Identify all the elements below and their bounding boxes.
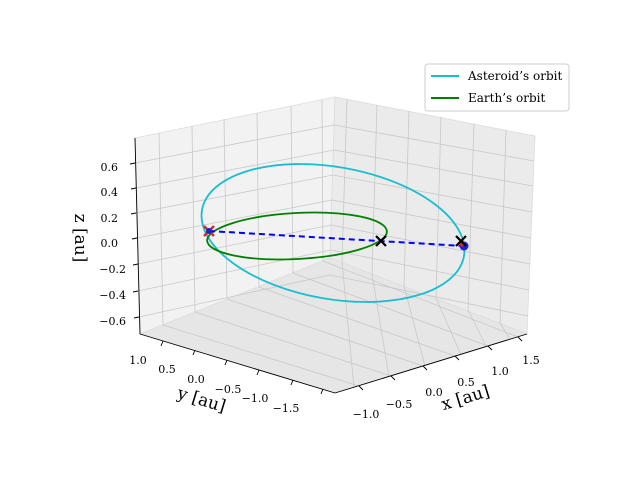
z-tick-mark bbox=[129, 162, 136, 165]
grid-line bbox=[333, 124, 535, 162]
x-tick-label: 0.5 bbox=[457, 376, 475, 389]
x-tick-mark bbox=[422, 365, 428, 371]
grid-line bbox=[331, 199, 532, 239]
y-tick-mark bbox=[224, 359, 228, 366]
grid-line bbox=[371, 273, 390, 378]
z-tick-label: −0.6 bbox=[99, 315, 126, 328]
grid-line bbox=[194, 311, 392, 377]
x-tick-label: −0.5 bbox=[386, 398, 413, 411]
y-tick-mark bbox=[290, 379, 294, 386]
z-tick-label: −0.4 bbox=[99, 289, 126, 302]
x-tick-mark bbox=[517, 336, 523, 342]
z-tick-mark bbox=[133, 316, 140, 319]
z-tick-mark bbox=[130, 212, 137, 215]
z-tick-mark bbox=[132, 263, 139, 266]
grid-line bbox=[333, 149, 534, 187]
axis-lines bbox=[134, 137, 528, 394]
z-tick-label: 0.6 bbox=[101, 161, 119, 174]
blue-dot-marker bbox=[206, 228, 212, 234]
x-axis-line bbox=[334, 333, 528, 394]
grid-line bbox=[158, 132, 164, 326]
grid-line bbox=[322, 260, 519, 338]
grid-line bbox=[403, 285, 426, 367]
grid-line bbox=[321, 99, 324, 262]
dashed-connector-line bbox=[208, 230, 465, 247]
legend-label-earth: Earth’s orbit bbox=[468, 91, 545, 105]
z-tick-mark bbox=[132, 290, 139, 293]
grid-line bbox=[341, 98, 348, 263]
grid-line bbox=[467, 309, 487, 347]
x-tick-label: 0.0 bbox=[425, 386, 443, 399]
z-axis-label: z [au] bbox=[70, 214, 90, 263]
grid-line bbox=[135, 149, 335, 189]
y-tick-label: 0.5 bbox=[158, 363, 176, 376]
x-tick-mark bbox=[487, 345, 493, 351]
y-tick-mark bbox=[256, 369, 260, 376]
grid-line bbox=[330, 249, 530, 291]
grid-line bbox=[341, 261, 355, 389]
grid-line bbox=[226, 298, 424, 367]
y-tick-label: 0.0 bbox=[187, 373, 205, 386]
y-tick-label: 1.0 bbox=[129, 354, 147, 367]
grid-line bbox=[137, 224, 332, 265]
y-tick-label: −0.5 bbox=[215, 383, 242, 396]
y-tick-mark bbox=[320, 388, 324, 395]
z-tick-label: −0.2 bbox=[99, 263, 126, 276]
grid-line bbox=[136, 199, 333, 239]
x-tick-mark bbox=[454, 355, 460, 361]
legend-label-asteroid: Asteroid’s orbit bbox=[467, 69, 562, 83]
x-tick-label: 1.0 bbox=[491, 365, 509, 378]
grid-line bbox=[162, 324, 360, 387]
grid-line bbox=[290, 105, 294, 274]
legend-box bbox=[424, 63, 570, 112]
grid-line bbox=[435, 297, 462, 356]
x-tick-mark bbox=[358, 385, 364, 391]
grid-line bbox=[371, 104, 378, 275]
y-tick-mark bbox=[192, 349, 196, 356]
z-tick-labels: 0.6 0.4 0.2 0.0 −0.2 −0.4 −0.6 bbox=[99, 161, 126, 328]
grid bbox=[134, 98, 535, 389]
earth-orbit-line bbox=[206, 211, 388, 261]
z-tick-mark bbox=[131, 237, 138, 240]
grid-line bbox=[191, 125, 196, 313]
black-x-marker bbox=[455, 235, 467, 247]
y-tick-label: −1.0 bbox=[242, 392, 269, 405]
y-tick-mark bbox=[160, 340, 164, 347]
x-tick-label: −1.0 bbox=[353, 408, 380, 421]
grid-line bbox=[499, 129, 507, 324]
grid-line bbox=[292, 272, 489, 347]
grid-line bbox=[329, 274, 529, 317]
grid-line bbox=[332, 174, 533, 213]
grid-line bbox=[499, 322, 511, 340]
black-x-marker bbox=[375, 235, 387, 247]
legend: Asteroid’s orbit Earth’s orbit bbox=[424, 63, 570, 112]
grid-line bbox=[135, 174, 334, 214]
y-tick-labels: 1.0 0.5 0.0 −0.5 −1.0 −1.5 bbox=[129, 354, 299, 415]
z-axis-line bbox=[134, 137, 141, 335]
tick-marks bbox=[129, 162, 523, 395]
asteroid-orbit-line bbox=[200, 163, 466, 303]
y-axis-line bbox=[139, 333, 336, 394]
x-tick-mark bbox=[390, 375, 396, 381]
grid-line bbox=[223, 118, 228, 300]
grid-line bbox=[403, 110, 410, 287]
x-tick-label: 1.5 bbox=[522, 354, 540, 367]
z-tick-label: 0.0 bbox=[101, 237, 119, 250]
grid-line bbox=[258, 286, 456, 357]
grid-line bbox=[134, 124, 335, 164]
grid-line bbox=[137, 249, 332, 292]
z-tick-label: 0.2 bbox=[101, 212, 119, 225]
grid-line bbox=[467, 123, 475, 311]
x-tick-labels: −1.0 −0.5 0.0 0.5 1.0 1.5 bbox=[353, 354, 540, 421]
grid-line bbox=[138, 274, 331, 318]
z-tick-mark bbox=[130, 187, 137, 190]
z-tick-label: 0.4 bbox=[101, 186, 119, 199]
y-tick-label: −1.5 bbox=[273, 402, 300, 415]
